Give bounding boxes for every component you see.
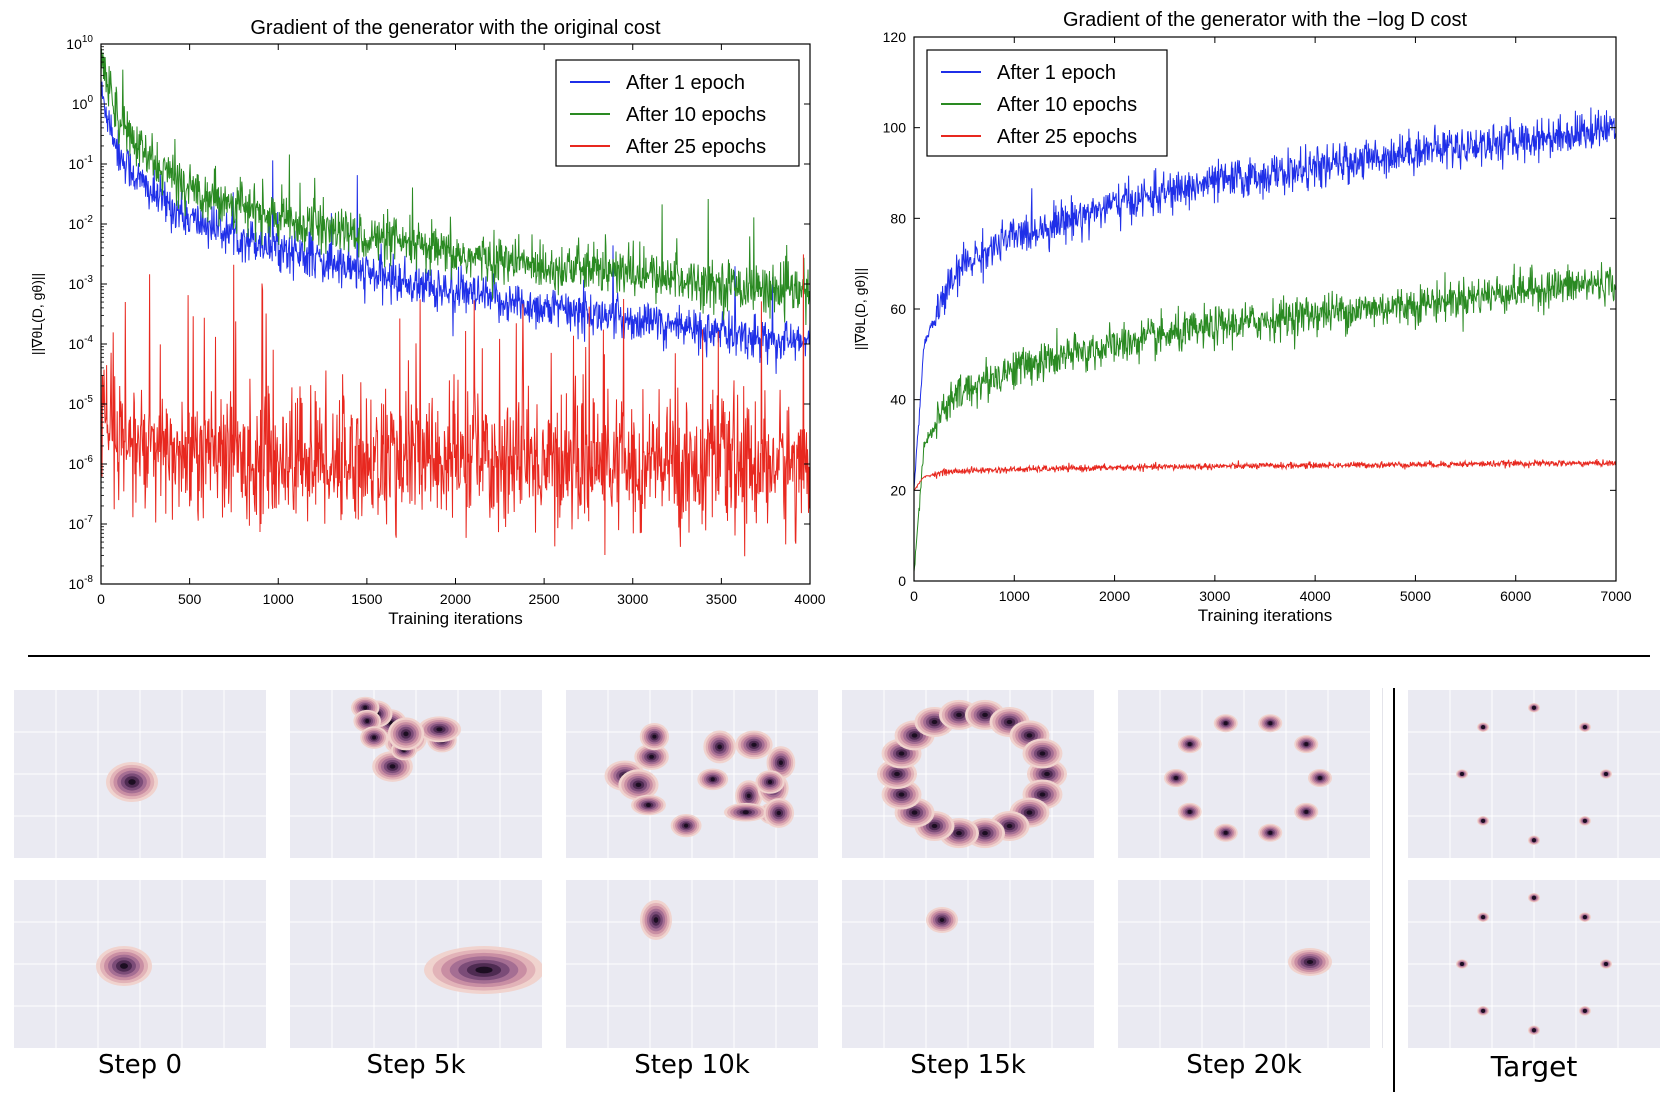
y-tick-label: 10-5 (69, 394, 94, 412)
legend-label-1: After 1 epoch (997, 62, 1116, 84)
legend-label-2: After 10 epochs (997, 94, 1137, 116)
legend-label-1: After 1 epoch (626, 72, 745, 94)
density-panel-9 (566, 880, 818, 1048)
y-tick-label: 10-1 (69, 154, 94, 172)
density-panel-5 (1118, 690, 1370, 858)
chart-title: Gradient of the generator with the origi… (250, 17, 661, 39)
y-tick-label: 60 (890, 301, 906, 317)
x-tick-label: 1000 (263, 591, 294, 607)
chart-title: Gradient of the generator with the −log … (1063, 9, 1468, 31)
x-axis-label: Training iterations (388, 609, 523, 628)
y-tick-label: 0 (898, 573, 906, 589)
x-tick-label: 3000 (1199, 588, 1230, 604)
density-panel-10 (842, 880, 1094, 1048)
x-tick-label: 2000 (440, 591, 471, 607)
x-tick-label: 500 (178, 591, 202, 607)
x-tick-label: 0 (97, 591, 105, 607)
density-panel-8 (290, 880, 542, 1048)
legend-label-3: After 25 epochs (626, 136, 766, 158)
panel-separator-faint (1382, 688, 1383, 1048)
y-tick-label: 40 (890, 392, 906, 408)
y-tick-label: 10-6 (69, 454, 94, 472)
density-panel-3 (566, 690, 818, 858)
density-panel-12 (1408, 880, 1660, 1048)
y-axis-label: ||∇θL(D, gθ)|| (29, 273, 45, 355)
x-tick-label: 7000 (1600, 588, 1631, 604)
y-tick-label: 1010 (66, 34, 93, 52)
series-line-2 (101, 48, 810, 326)
x-tick-label: 1500 (351, 591, 382, 607)
series-line-3 (101, 254, 810, 557)
y-tick-label: 10-7 (69, 514, 94, 532)
y-tick-label: 10-2 (69, 214, 94, 232)
y-tick-label: 10-3 (69, 274, 94, 292)
chart-log-d-cost: Gradient of the generator with the −log … (852, 9, 1632, 625)
series-line-2 (914, 262, 1616, 572)
section-divider (28, 655, 1650, 657)
step-label-10k: Step 10k (634, 1050, 750, 1080)
step-label-0: Step 0 (97, 1050, 182, 1080)
series-line-3 (914, 459, 1616, 491)
y-tick-label: 80 (890, 210, 906, 226)
y-tick-label: 10-4 (69, 334, 94, 352)
density-panel-7 (14, 880, 266, 1048)
y-tick-label: 10-8 (69, 574, 94, 592)
x-tick-label: 1000 (999, 588, 1030, 604)
y-tick-label: 100 (72, 94, 94, 112)
density-panel-6 (1408, 690, 1660, 858)
x-tick-label: 3000 (617, 591, 648, 607)
x-tick-label: 4000 (794, 591, 825, 607)
x-tick-label: 2000 (1099, 588, 1130, 604)
y-axis-label: ||∇θL(D, gθ)|| (852, 268, 868, 350)
y-tick-label: 120 (883, 29, 907, 45)
density-panel-11 (1118, 880, 1370, 1048)
y-tick-label: 100 (883, 120, 907, 136)
legend-label-2: After 10 epochs (626, 104, 766, 126)
step-label-15k: Step 15k (910, 1050, 1026, 1080)
chart-original-cost: Gradient of the generator with the origi… (29, 17, 826, 628)
density-panel-1 (14, 690, 266, 858)
x-tick-label: 5000 (1400, 588, 1431, 604)
x-tick-label: 3500 (706, 591, 737, 607)
series-line-1 (914, 107, 1616, 489)
step-label-5k: Step 5k (366, 1050, 466, 1080)
x-tick-label: 2500 (529, 591, 560, 607)
target-label: Target (1490, 1050, 1578, 1083)
density-panel-2 (290, 690, 542, 858)
x-tick-label: 0 (910, 588, 918, 604)
target-separator (1393, 688, 1395, 1092)
y-tick-label: 20 (890, 482, 906, 498)
x-tick-label: 4000 (1300, 588, 1331, 604)
x-axis-label: Training iterations (1198, 606, 1333, 625)
x-tick-label: 6000 (1500, 588, 1531, 604)
step-label-20k: Step 20k (1186, 1050, 1302, 1080)
legend-label-3: After 25 epochs (997, 126, 1137, 148)
density-panel-4 (842, 690, 1094, 858)
